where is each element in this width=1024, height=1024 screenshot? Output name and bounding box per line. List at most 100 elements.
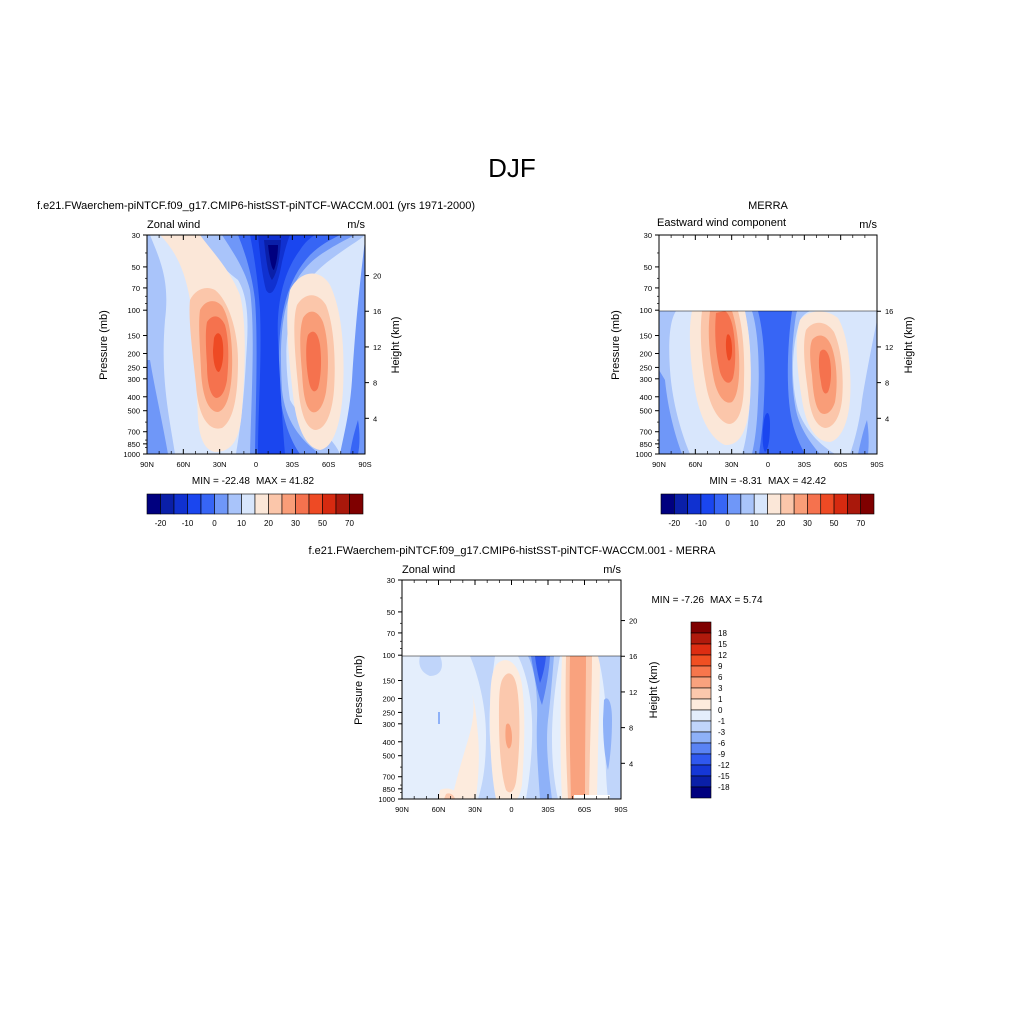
panel-model-subtitle-left: Zonal wind [147, 219, 200, 231]
height-tick-label: 20 [629, 617, 637, 626]
colorbar-tick-label: 50 [830, 519, 839, 528]
panel-model-min: MIN = -22.48 [192, 476, 251, 487]
latitude-tick-label: 90N [395, 805, 409, 814]
panel-model-title: f.e21.FWaerchem-piNTCF.f09_g17.CMIP6-his… [37, 200, 475, 212]
colorbar-swatch [146, 493, 161, 515]
panel-merra-title: MERRA [748, 200, 788, 212]
colorbar-tick-label: -10 [182, 519, 194, 528]
colorbar-tick-label: 18 [718, 629, 727, 638]
pressure-tick-label: 30 [387, 576, 395, 585]
colorbar-swatch [690, 632, 712, 645]
pressure-tick-label: 150 [382, 677, 395, 686]
colorbar-swatch [700, 493, 715, 515]
colorbar-swatch [322, 493, 337, 515]
latitude-tick-label: 30N [468, 805, 482, 814]
pressure-tick-label: 850 [127, 440, 140, 449]
panel-difference-colorbar: 18 15 12 9 6 3 1 0 -1 -3 -6 -9 -12 -15 -18 [690, 621, 730, 799]
panel-merra-contours [659, 311, 877, 454]
pressure-tick-label: 70 [387, 629, 395, 638]
colorbar-tick-label: -12 [718, 761, 730, 770]
latitude-tick-label: 90N [140, 460, 154, 469]
colorbar-tick-label: -6 [718, 739, 726, 748]
colorbar-swatch [820, 493, 835, 515]
panel-difference-subtitle-left: Zonal wind [402, 564, 455, 576]
panel-model-max: MAX = 41.82 [256, 476, 315, 487]
colorbar-tick-label: -20 [155, 519, 167, 528]
colorbar-swatch [740, 493, 755, 515]
pressure-tick-label: 300 [127, 375, 140, 384]
height-tick-label: 20 [373, 272, 381, 281]
colorbar-swatch [847, 493, 861, 515]
colorbar-swatch [690, 698, 712, 711]
height-tick-label: 8 [885, 379, 889, 388]
colorbar-tick-label: -9 [718, 750, 726, 759]
pressure-tick-label: 250 [639, 363, 652, 372]
pressure-tick-label: 30 [644, 231, 652, 240]
latitude-tick-label: 30S [541, 805, 554, 814]
colorbar-swatch [690, 621, 712, 634]
pressure-tick-label: 400 [127, 393, 140, 402]
panel-difference-title: f.e21.FWaerchem-piNTCF.f09_g17.CMIP6-his… [309, 545, 717, 557]
pressure-tick-label: 1000 [635, 450, 652, 459]
colorbar-swatch [690, 786, 712, 799]
latitude-tick-label: 30S [798, 460, 811, 469]
colorbar-tick-label: -10 [695, 519, 707, 528]
latitude-tick-label: 60S [578, 805, 591, 814]
colorbar-tick-label: -1 [718, 717, 726, 726]
panel-difference-units: m/s [603, 564, 621, 576]
colorbar-tick-label: -20 [669, 519, 681, 528]
pressure-tick-label: 400 [639, 393, 652, 402]
panel-difference-contours [402, 656, 621, 799]
colorbar-swatch [335, 493, 350, 515]
colorbar-swatch [690, 709, 712, 722]
colorbar-swatch [690, 753, 712, 766]
colorbar-swatch [660, 493, 675, 515]
colorbar-tick-label: -15 [718, 772, 730, 781]
colorbar-tick-label: 3 [718, 684, 723, 693]
colorbar-tick-label: 10 [750, 519, 759, 528]
pressure-tick-label: 100 [639, 306, 652, 315]
latitude-tick-label: 60N [432, 805, 446, 814]
panel-difference-ylabel-right: Height (km) [648, 662, 660, 719]
colorbar-tick-label: 20 [776, 519, 785, 528]
colorbar-swatch [241, 493, 256, 515]
colorbar-tick-label: 50 [318, 519, 327, 528]
panel-model-ylabel: Pressure (mb) [98, 310, 110, 380]
pressure-tick-label: 50 [387, 608, 395, 617]
pressure-tick-label: 250 [382, 708, 395, 717]
colorbar-swatch [227, 493, 242, 515]
height-tick-label: 16 [629, 652, 637, 661]
colorbar-swatch [690, 654, 712, 667]
latitude-tick-label: 30N [725, 460, 739, 469]
pressure-tick-label: 850 [382, 785, 395, 794]
colorbar-swatch [690, 720, 712, 733]
height-tick-label: 12 [629, 688, 637, 697]
colorbar-swatch [200, 493, 215, 515]
height-tick-label: 16 [373, 307, 381, 316]
latitude-tick-label: 90N [652, 460, 666, 469]
panel-difference-ylabel: Pressure (mb) [353, 655, 365, 725]
colorbar-tick-label: 0 [725, 519, 730, 528]
colorbar-tick-label: 30 [803, 519, 812, 528]
height-tick-label: 4 [373, 414, 377, 423]
latitude-tick-label: 60S [834, 460, 847, 469]
height-tick-label: 12 [373, 343, 381, 352]
colorbar-tick-label: 6 [718, 673, 723, 682]
pressure-tick-label: 700 [639, 428, 652, 437]
figure-title: DJF [488, 153, 536, 183]
panel-merra-ylabel: Pressure (mb) [610, 310, 622, 380]
latitude-tick-label: 60S [322, 460, 335, 469]
panel-model-ylabel-right: Height (km) [390, 317, 402, 374]
colorbar-swatch [173, 493, 188, 515]
latitude-tick-label: 90S [358, 460, 371, 469]
colorbar-swatch [295, 493, 310, 515]
pressure-tick-label: 400 [382, 738, 395, 747]
latitude-tick-label: 30N [213, 460, 227, 469]
pressure-tick-label: 100 [127, 306, 140, 315]
height-tick-label: 16 [885, 307, 893, 316]
colorbar-swatch [690, 687, 712, 700]
latitude-tick-label: 90S [870, 460, 883, 469]
colorbar-tick-label: 70 [345, 519, 354, 528]
colorbar-swatch [674, 493, 688, 515]
colorbar-tick-label: 30 [291, 519, 300, 528]
